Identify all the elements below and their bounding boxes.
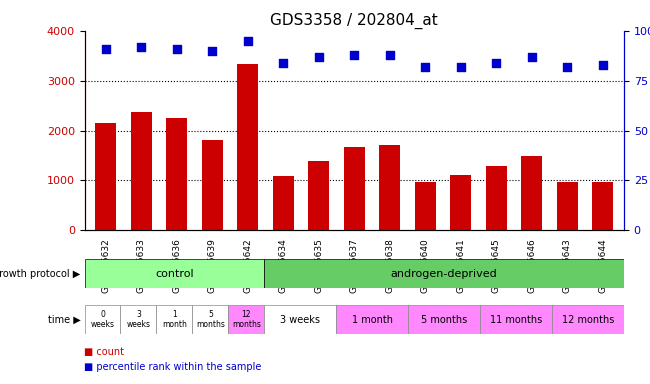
Bar — [450, 175, 471, 230]
Point — [597, 61, 608, 68]
Bar — [308, 161, 330, 230]
Text: 5
months: 5 months — [196, 310, 225, 329]
Text: 12
months: 12 months — [232, 310, 261, 329]
Bar — [95, 123, 116, 230]
FancyBboxPatch shape — [265, 305, 336, 334]
FancyBboxPatch shape — [120, 305, 157, 334]
FancyBboxPatch shape — [84, 305, 120, 334]
Point — [136, 44, 146, 50]
FancyBboxPatch shape — [192, 305, 228, 334]
Point — [242, 38, 253, 44]
Point — [456, 64, 466, 70]
Text: androgen-deprived: androgen-deprived — [391, 268, 497, 279]
Bar — [272, 177, 294, 230]
Text: 12 months: 12 months — [562, 314, 614, 325]
Point — [562, 64, 573, 70]
Point — [420, 64, 430, 70]
Text: 3
weeks: 3 weeks — [127, 310, 150, 329]
Point — [278, 60, 289, 66]
FancyBboxPatch shape — [336, 305, 408, 334]
Text: growth protocol ▶: growth protocol ▶ — [0, 268, 80, 279]
Text: time ▶: time ▶ — [47, 314, 80, 325]
FancyBboxPatch shape — [265, 259, 624, 288]
Bar — [237, 64, 259, 230]
Point — [313, 54, 324, 60]
Text: 1 month: 1 month — [352, 314, 393, 325]
Text: 5 months: 5 months — [421, 314, 467, 325]
Text: 11 months: 11 months — [490, 314, 542, 325]
Point — [172, 46, 182, 52]
Point — [526, 54, 537, 60]
FancyBboxPatch shape — [408, 305, 480, 334]
Point — [207, 48, 218, 54]
Bar — [202, 139, 223, 230]
Point — [101, 46, 111, 52]
Bar — [379, 145, 400, 230]
Text: control: control — [155, 268, 194, 279]
Bar — [166, 118, 187, 230]
Title: GDS3358 / 202804_at: GDS3358 / 202804_at — [270, 13, 438, 29]
FancyBboxPatch shape — [552, 305, 624, 334]
Point — [491, 60, 501, 66]
Bar — [556, 182, 578, 230]
Bar — [131, 112, 152, 230]
Text: ■ count: ■ count — [84, 347, 125, 357]
Bar — [486, 166, 507, 230]
Bar — [592, 182, 614, 230]
Text: 1
month: 1 month — [162, 310, 187, 329]
Text: ■ percentile rank within the sample: ■ percentile rank within the sample — [84, 362, 262, 372]
FancyBboxPatch shape — [480, 305, 552, 334]
FancyBboxPatch shape — [228, 305, 265, 334]
FancyBboxPatch shape — [157, 305, 192, 334]
Text: 3 weeks: 3 weeks — [280, 314, 320, 325]
Bar — [521, 156, 542, 230]
Point — [349, 51, 359, 58]
Bar — [415, 182, 436, 230]
Bar — [344, 147, 365, 230]
Text: 0
weeks: 0 weeks — [90, 310, 114, 329]
Point — [385, 51, 395, 58]
FancyBboxPatch shape — [84, 259, 265, 288]
